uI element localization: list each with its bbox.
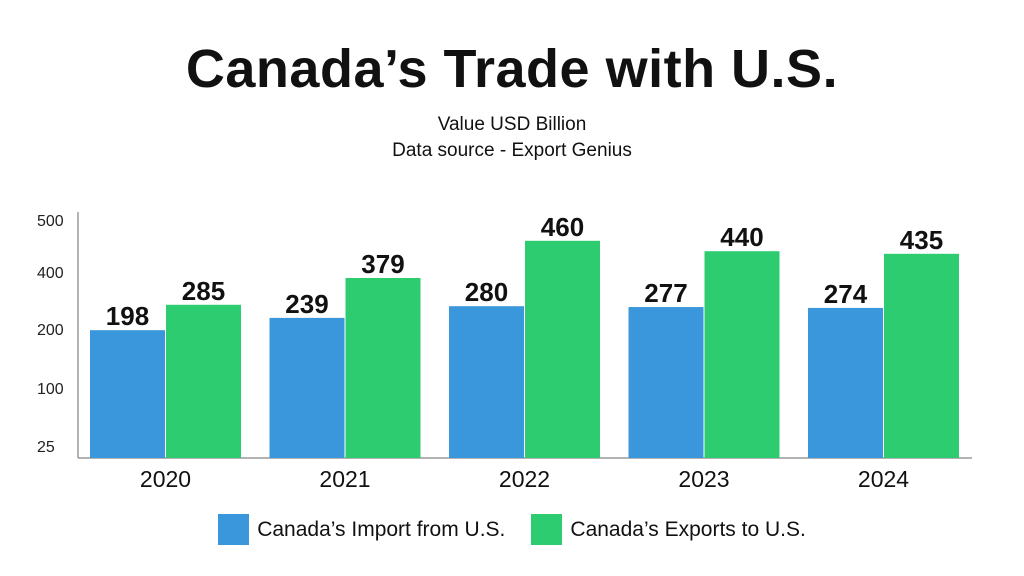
bar-value-label: 280 xyxy=(465,277,508,307)
bar-exports xyxy=(166,304,241,458)
bar-imports xyxy=(628,307,704,458)
bar-value-label: 274 xyxy=(824,279,868,309)
y-tick-label: 100 xyxy=(37,381,64,398)
y-tick-label: 400 xyxy=(37,265,64,282)
x-tick-label: 2022 xyxy=(499,466,550,492)
bar-value-label: 285 xyxy=(182,276,225,306)
legend-item-imports: Canada’s Import from U.S. xyxy=(218,514,505,545)
bar-imports xyxy=(449,306,524,458)
bar-value-label: 198 xyxy=(106,301,149,331)
legend: Canada’s Import from U.S. Canada’s Expor… xyxy=(0,514,1024,545)
legend-item-exports: Canada’s Exports to U.S. xyxy=(531,514,806,545)
legend-swatch-exports xyxy=(531,514,563,545)
chart-subtitle-units: Value USD Billion xyxy=(437,114,587,135)
bar-value-label: 440 xyxy=(720,222,763,252)
bar-imports xyxy=(269,317,345,458)
bar-exports xyxy=(525,240,600,458)
bar-value-label: 460 xyxy=(541,212,584,242)
bar-value-label: 277 xyxy=(644,278,687,308)
bar-exports xyxy=(704,251,780,458)
chart-title: Canada’s Trade with U.S. xyxy=(185,39,839,99)
x-tick-label: 2024 xyxy=(858,466,909,492)
bar-value-label: 379 xyxy=(361,249,404,279)
y-tick-label: 200 xyxy=(37,322,64,339)
y-tick-label: 500 xyxy=(37,213,64,230)
x-tick-label: 2021 xyxy=(319,466,370,492)
chart-subtitle-source: Data source - Export Genius xyxy=(392,140,632,161)
bar-imports xyxy=(808,307,883,458)
legend-label-imports: Canada’s Import from U.S. xyxy=(257,517,506,541)
x-tick-label: 2023 xyxy=(678,466,729,492)
x-tick-label: 2020 xyxy=(140,466,191,492)
legend-label-exports: Canada’s Exports to U.S. xyxy=(570,517,806,541)
bar-exports xyxy=(884,253,959,458)
bar-value-label: 239 xyxy=(285,289,328,319)
legend-swatch-imports xyxy=(218,514,250,545)
y-tick-label: 25 xyxy=(37,439,55,456)
bar-value-label: 435 xyxy=(900,225,943,255)
bar-exports xyxy=(345,277,421,458)
bar-imports xyxy=(90,330,165,458)
